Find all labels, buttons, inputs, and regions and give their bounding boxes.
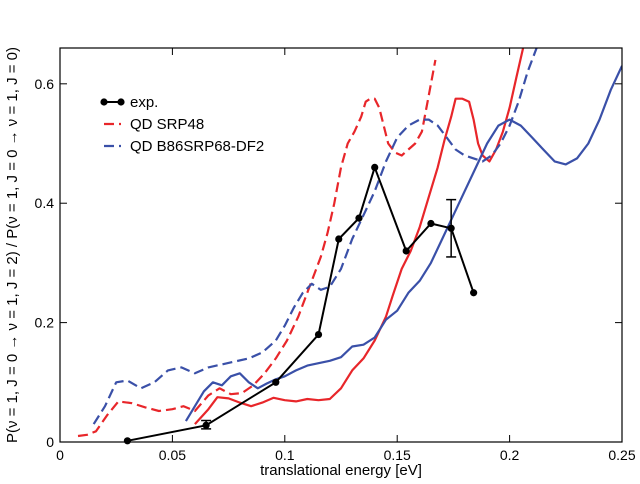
legend: exp. QD SRP48 QD B86SRP68-DF2 bbox=[100, 94, 264, 155]
exp-point bbox=[314, 330, 323, 339]
exp-point bbox=[470, 289, 478, 297]
y-tick-label: 0 bbox=[46, 434, 54, 450]
experiment-layer bbox=[123, 163, 478, 445]
y-tick-label: 0.4 bbox=[35, 195, 55, 211]
x-tick-label: 0 bbox=[56, 447, 64, 463]
axis-ticks: 0 0.05 0.1 0.15 0.2 0.25 0 0.2 0.4 0.6 bbox=[35, 48, 636, 463]
y-tick-label: 0.6 bbox=[35, 76, 55, 92]
exp-point bbox=[272, 378, 280, 386]
exp-point bbox=[355, 214, 363, 222]
exp-point bbox=[447, 224, 455, 232]
x-axis-label: translational energy [eV] bbox=[260, 462, 422, 479]
legend-label: exp. bbox=[130, 94, 158, 111]
legend-label: QD B86SRP68-DF2 bbox=[130, 138, 264, 155]
plot-frame bbox=[59, 47, 623, 443]
series-line-solid bbox=[184, 65, 622, 422]
exp-point bbox=[202, 421, 210, 429]
curves-layer bbox=[77, 48, 622, 438]
y-axis-label: P(ν = 1, J = 0 → ν = 1, J = 2) / P(ν = 1… bbox=[4, 47, 21, 443]
series-line-solid bbox=[194, 48, 525, 425]
x-tick-label: 0.05 bbox=[159, 447, 186, 463]
legend-swatch-dot bbox=[100, 98, 108, 106]
exp-point bbox=[402, 247, 410, 255]
exp-point bbox=[427, 219, 435, 228]
y-tick-label: 0.2 bbox=[35, 315, 55, 331]
series-line-dashed bbox=[92, 48, 538, 425]
x-tick-label: 0.1 bbox=[275, 447, 295, 463]
legend-label: QD SRP48 bbox=[130, 116, 204, 133]
x-tick-label: 0.25 bbox=[608, 447, 635, 463]
legend-swatch-dot bbox=[117, 98, 125, 106]
exp-point bbox=[371, 163, 379, 171]
exp-point bbox=[335, 235, 343, 243]
x-tick-label: 0.2 bbox=[500, 447, 520, 463]
x-tick-label: 0.15 bbox=[384, 447, 411, 463]
exp-point bbox=[123, 437, 132, 445]
